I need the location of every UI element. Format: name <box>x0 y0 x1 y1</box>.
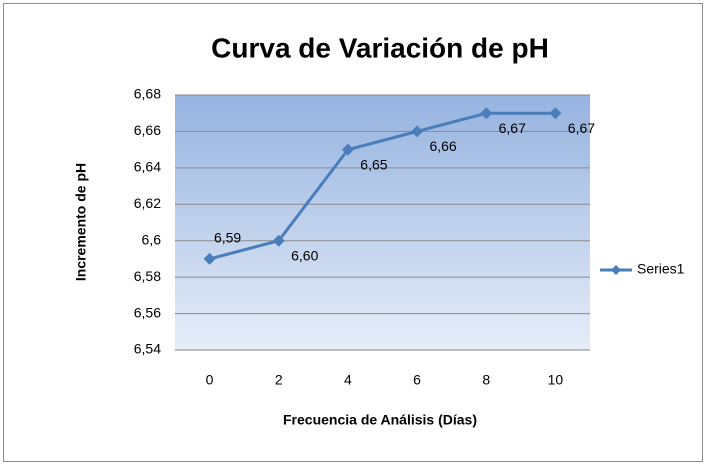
legend-label: Series1 <box>637 261 685 277</box>
data-label: 6,59 <box>214 230 241 246</box>
x-tick-label: 8 <box>482 372 490 388</box>
data-label: 6,67 <box>568 120 595 136</box>
data-label: 6,66 <box>429 138 456 154</box>
y-tick-label: 6,64 <box>134 159 161 175</box>
data-point <box>341 143 354 156</box>
y-tick-label: 6,6 <box>142 231 162 247</box>
x-tick-label: 4 <box>344 372 352 388</box>
plot-area <box>175 95 590 350</box>
y-tick-label: 6,54 <box>134 341 161 357</box>
series-line <box>209 111 556 261</box>
y-axis-label: Incremento de pH <box>73 163 89 281</box>
x-tick-label: 6 <box>413 372 421 388</box>
chart-title: Curva de Variación de pH <box>211 32 549 63</box>
y-tick-label: 6,68 <box>134 86 161 102</box>
data-point <box>203 252 216 265</box>
data-point <box>411 125 424 138</box>
x-tick-label: 0 <box>206 372 214 388</box>
data-label: 6,67 <box>499 120 526 136</box>
data-point <box>549 107 562 120</box>
x-tick-label: 2 <box>275 372 283 388</box>
legend-marker <box>611 265 621 275</box>
y-tick-label: 6,58 <box>134 268 161 284</box>
data-point <box>480 107 493 120</box>
data-label: 6,65 <box>360 156 387 172</box>
y-tick-label: 6,66 <box>134 122 161 138</box>
x-tick-label: 10 <box>548 372 564 388</box>
x-axis-label: Frecuencia de Análisis (Días) <box>283 412 477 428</box>
y-tick-label: 6,62 <box>134 195 161 211</box>
data-label: 6,60 <box>291 247 318 263</box>
y-tick-label: 6,56 <box>134 304 161 320</box>
data-point <box>272 234 285 247</box>
